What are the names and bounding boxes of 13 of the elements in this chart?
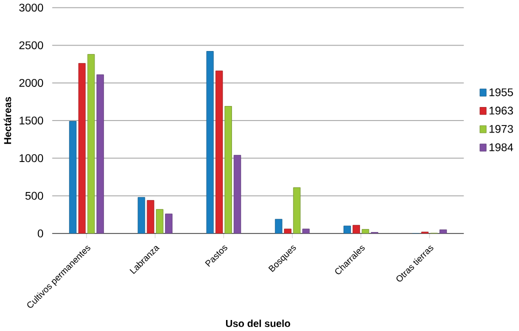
y-tick-label: 500 — [25, 192, 44, 200]
legend-label: 1955 — [490, 88, 513, 96]
legend-label: 1984 — [490, 143, 514, 152]
legend-label: 1973 — [490, 125, 513, 134]
y-axis-title: Hectáreas — [4, 97, 12, 144]
y-tick-label: 1500 — [20, 116, 44, 125]
y-tick-label: 1000 — [20, 154, 44, 162]
y-tick-label: 2500 — [19, 41, 44, 50]
y-tick-label: 3000 — [19, 4, 44, 12]
x-axis-title: Uso del suelo — [226, 320, 290, 328]
y-tick-label: 2000 — [19, 79, 44, 87]
y-tick-label: 0 — [38, 230, 44, 238]
legend-label: 1963 — [490, 106, 513, 115]
